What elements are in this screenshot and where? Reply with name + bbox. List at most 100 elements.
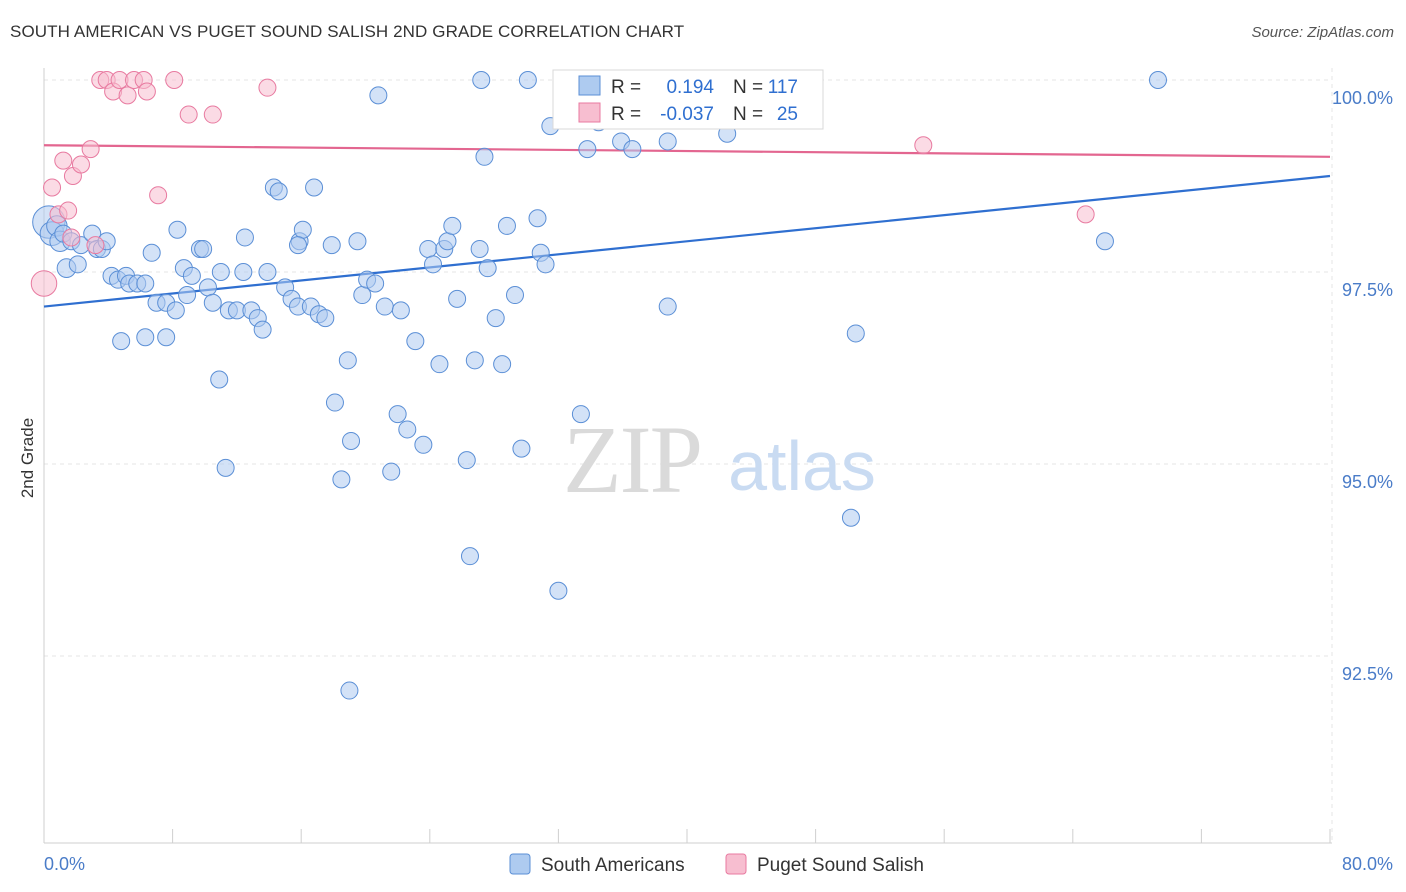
- point-south-americans-42: [258, 263, 277, 281]
- source-label: Source: ZipAtlas.com: [1251, 24, 1394, 41]
- point-south-americans-75: [438, 232, 457, 251]
- point-south-americans-41: [253, 320, 272, 339]
- point-puget-sound-salish-7: [81, 140, 100, 159]
- point-south-americans-7: [68, 255, 87, 274]
- point-puget-sound-salish-16: [149, 186, 168, 205]
- trend-line-puget-sound-salish: [43, 144, 1331, 158]
- point-south-americans-57: [338, 351, 357, 370]
- point-south-americans-116: [288, 236, 307, 255]
- point-south-americans-81: [470, 239, 489, 258]
- point-south-americans-26: [168, 220, 187, 239]
- point-south-americans-44: [269, 182, 288, 201]
- stats-n-label-blue: N =: [733, 77, 763, 98]
- point-south-americans-28: [178, 286, 197, 305]
- stats-n-value-pink: 25: [777, 104, 798, 125]
- point-south-americans-87: [505, 286, 524, 305]
- point-south-americans-88: [512, 439, 531, 458]
- point-puget-sound-salish-0: [30, 270, 58, 297]
- x-minor-ticks: [172, 829, 1331, 843]
- bottom-legend: South Americans Puget Sound Salish: [509, 853, 924, 876]
- point-south-americans-83: [475, 147, 494, 166]
- point-south-americans-78: [457, 451, 476, 470]
- stats-r-value-blue: 0.194: [666, 77, 714, 98]
- point-south-americans-49: [293, 220, 312, 239]
- point-south-americans-66: [388, 405, 407, 424]
- y-tick-labels: 100.0% 97.5% 95.0% 92.5%: [1332, 88, 1393, 684]
- point-south-americans-102: [658, 132, 677, 151]
- point-puget-sound-salish-21: [914, 136, 933, 155]
- stats-r-value-pink: -0.037: [660, 104, 714, 125]
- point-south-americans-25: [166, 301, 185, 320]
- y-tick-label-3: 92.5%: [1342, 664, 1393, 684]
- point-south-americans-77: [448, 289, 467, 308]
- point-south-americans-82: [478, 259, 497, 278]
- chart-title: SOUTH AMERICAN VS PUGET SOUND SALISH 2ND…: [10, 22, 685, 41]
- point-south-americans-53: [316, 309, 335, 328]
- y-tick-label-0: 100.0%: [1332, 88, 1393, 108]
- y-tick-label-2: 95.0%: [1342, 472, 1393, 492]
- point-south-americans-114: [1095, 232, 1114, 251]
- stats-r-label-blue: R =: [611, 77, 641, 98]
- point-south-americans-29: [182, 266, 201, 285]
- point-south-americans-90: [528, 209, 547, 228]
- point-south-americans-115: [1148, 71, 1167, 89]
- point-south-americans-73: [430, 355, 449, 374]
- point-south-americans-18: [136, 274, 155, 293]
- point-south-americans-56: [332, 470, 351, 489]
- point-south-americans-33: [203, 293, 222, 312]
- point-south-americans-22: [157, 328, 176, 347]
- point-south-americans-96: [571, 405, 590, 424]
- stats-n-value-blue: 117: [768, 77, 798, 98]
- watermark-zip: ZIP: [563, 406, 701, 513]
- point-south-americans-109: [841, 508, 860, 527]
- point-south-americans-110: [472, 71, 491, 89]
- stats-legend-blue-swatch: [578, 75, 601, 96]
- point-puget-sound-salish-1: [43, 178, 62, 197]
- point-puget-sound-salish-23: [86, 236, 105, 255]
- point-south-americans-55: [325, 393, 344, 412]
- point-south-americans-20: [112, 332, 131, 351]
- point-south-americans-97: [578, 140, 597, 159]
- point-puget-sound-salish-18: [179, 105, 198, 124]
- point-south-americans-37: [234, 263, 253, 281]
- point-puget-sound-salish-20: [258, 78, 277, 97]
- point-south-americans-34: [211, 263, 230, 281]
- point-puget-sound-salish-12: [118, 86, 137, 105]
- point-puget-sound-salish-17: [165, 71, 184, 89]
- y-tick-label-1: 97.5%: [1342, 280, 1393, 300]
- point-puget-sound-salish-3: [54, 151, 73, 170]
- point-south-americans-107: [658, 297, 677, 316]
- point-south-americans-94: [549, 581, 568, 600]
- point-south-americans-65: [382, 462, 401, 481]
- point-puget-sound-salish-22: [1076, 205, 1095, 224]
- point-puget-sound-salish-4: [59, 201, 78, 220]
- legend-label-puget-sound-salish: Puget Sound Salish: [757, 855, 924, 876]
- x-tick-label-0: 0.0%: [44, 854, 85, 874]
- x-tick-label-1: 80.0%: [1342, 854, 1393, 874]
- point-south-americans-80: [465, 351, 484, 370]
- point-south-americans-86: [497, 216, 516, 235]
- point-south-americans-92: [536, 255, 555, 274]
- point-south-americans-59: [348, 232, 367, 251]
- point-south-americans-112: [210, 370, 229, 389]
- point-south-americans-67: [391, 301, 410, 320]
- point-south-americans-70: [414, 435, 433, 454]
- x-tick-labels: 0.0% 80.0%: [44, 854, 1393, 874]
- legend-label-south-americans: South Americans: [541, 855, 685, 876]
- point-south-americans-79: [460, 547, 479, 566]
- point-south-americans-63: [369, 86, 388, 105]
- watermark-atlas: atlas: [728, 427, 876, 505]
- point-puget-sound-salish-19: [203, 105, 222, 124]
- point-south-americans-85: [493, 355, 512, 374]
- point-south-americans-54: [322, 236, 341, 255]
- point-south-americans-113: [216, 458, 235, 477]
- point-south-americans-51: [305, 178, 324, 197]
- point-south-americans-58: [342, 431, 361, 450]
- stats-n-label-pink: N =: [733, 104, 763, 125]
- point-puget-sound-salish-15: [137, 82, 156, 101]
- point-south-americans-21: [136, 328, 155, 347]
- point-south-americans-38: [235, 228, 254, 247]
- stats-legend: R = 0.194 N = 117 R = -0.037 N = 25: [552, 69, 824, 130]
- point-south-americans-72: [424, 255, 443, 274]
